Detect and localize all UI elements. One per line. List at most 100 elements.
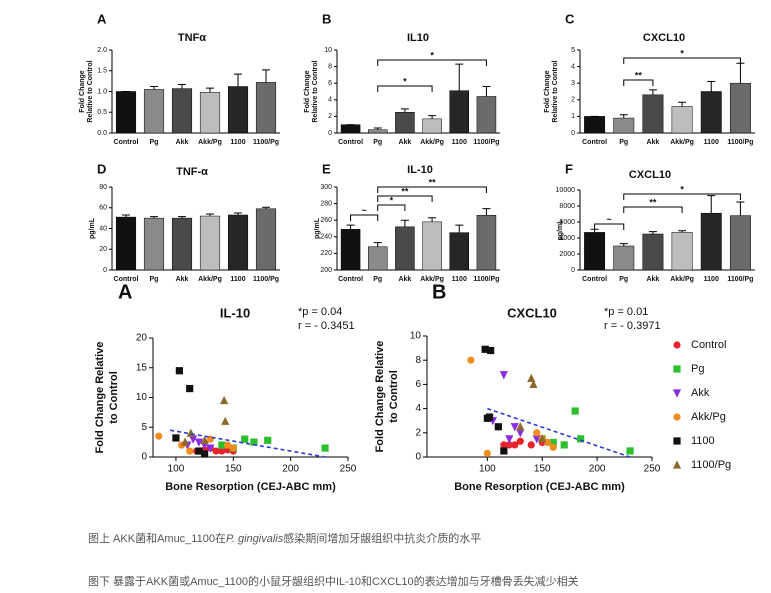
x-tick-label: Akk/Pg — [420, 276, 444, 283]
x-tick-label: Control — [582, 276, 607, 283]
y-axis-label: Fold Change — [79, 70, 86, 112]
y-axis-label: Relative to Control — [87, 60, 94, 122]
y-tick-label: 2.0 — [97, 47, 107, 54]
point — [549, 438, 557, 447]
bar — [367, 129, 388, 134]
panel-letter: E — [322, 161, 331, 176]
error-bar — [150, 86, 158, 90]
y-tick-label: 200 — [320, 267, 332, 274]
x-tick-label: Control — [114, 276, 139, 283]
panel-letter: F — [565, 161, 573, 176]
point — [155, 432, 163, 440]
error-bar — [178, 83, 186, 89]
y-tick-label: 0 — [571, 130, 575, 137]
panel-letter: A — [97, 11, 107, 26]
error-bar — [648, 231, 657, 234]
bar — [476, 214, 497, 271]
significance-bracket — [350, 214, 379, 221]
point — [527, 441, 535, 449]
error-bar — [678, 101, 687, 107]
y-tick-label: 20 — [99, 246, 107, 253]
bar — [584, 116, 606, 134]
x-tick-label: Pg — [373, 276, 382, 283]
x-tick-label: Pg — [373, 139, 382, 146]
significance-label: ** — [401, 186, 409, 196]
caption-italic: P. gingivalis — [225, 533, 284, 545]
legend-label: 1100/Pg — [691, 459, 731, 471]
point — [229, 444, 237, 452]
point — [218, 441, 226, 449]
bar — [613, 245, 635, 271]
error-bar — [455, 63, 464, 91]
x-tick-label: 100 — [168, 464, 185, 475]
x-tick-label: 1100/Pg — [253, 276, 279, 283]
stat-label: *p = 0.01 — [604, 306, 648, 318]
point — [189, 435, 198, 444]
x-tick-label: Pg — [150, 276, 159, 283]
legend-marker — [673, 437, 681, 445]
x-tick-label: Akk/Pg — [198, 139, 222, 146]
x-tick-label: Control — [114, 139, 139, 146]
x-tick-label: 1100/Pg — [727, 276, 753, 283]
significance-bracket — [623, 57, 741, 64]
y-tick-label: 5 — [571, 47, 575, 54]
y-tick-label: 220 — [320, 250, 332, 257]
chart-title: IL-10 — [220, 305, 250, 320]
y-tick-label: 2000 — [559, 251, 575, 258]
bar — [227, 214, 249, 271]
error-bar — [678, 230, 687, 233]
significance-bracket — [623, 193, 741, 200]
y-tick-label: 2 — [571, 97, 575, 104]
x-tick-label: Akk — [398, 276, 411, 283]
point — [186, 384, 194, 393]
bar — [700, 91, 722, 134]
x-tick-label: Control — [582, 139, 607, 146]
point — [200, 435, 209, 444]
error-bar — [400, 108, 409, 113]
y-tick-label: 4 — [415, 403, 421, 414]
point — [505, 435, 514, 444]
point — [544, 438, 552, 447]
x-tick-label: 250 — [644, 464, 661, 475]
significance-label: * — [680, 184, 684, 194]
caption-text: 感染期间增加牙龈组织中抗炎介质的水平 — [283, 533, 482, 545]
y-tick-label: 0 — [328, 130, 332, 137]
x-tick-label: 250 — [340, 464, 357, 475]
significance-bracket — [377, 204, 406, 211]
chart-title: TNFα — [178, 32, 206, 44]
x-tick-label: Akk — [176, 276, 189, 283]
point — [186, 447, 194, 455]
legend-marker — [673, 365, 681, 373]
stat-label: r = - 0.3451 — [298, 320, 355, 332]
point — [577, 435, 585, 443]
x-tick-label: Akk/Pg — [198, 276, 222, 283]
bar — [449, 232, 470, 271]
panel-letter: B — [322, 11, 331, 26]
x-tick-label: 1100 — [704, 276, 719, 283]
chart-title: CXCL10 — [629, 169, 671, 181]
error-bar — [736, 201, 745, 216]
error-bar — [262, 206, 270, 209]
caption-top: 图上 AKK菌和Amuc_1100在P. gingivalis感染期间增加牙龈组… — [88, 530, 481, 546]
point — [241, 435, 249, 443]
significance-bracket — [377, 85, 433, 92]
y-tick-label: 10 — [136, 392, 148, 403]
x-tick-label: 150 — [534, 464, 551, 475]
error-bar — [428, 217, 437, 222]
chart-title: CXCL10 — [643, 32, 685, 44]
bar — [340, 229, 361, 271]
y-tick-label: 1.0 — [97, 88, 107, 95]
legend-label: Control — [691, 339, 726, 351]
y-tick-label: 300 — [320, 184, 332, 191]
significance-bracket — [594, 223, 625, 230]
point — [571, 407, 579, 415]
x-tick-label: Akk/Pg — [670, 139, 694, 146]
x-tick-label: Pg — [619, 276, 628, 283]
bar — [340, 124, 361, 134]
point — [175, 367, 183, 375]
y-tick-label: 2 — [328, 113, 332, 120]
stat-label: *p = 0.04 — [298, 306, 342, 318]
y-tick-label: 10000 — [556, 187, 576, 194]
error-bar — [482, 86, 491, 97]
point — [485, 413, 494, 421]
